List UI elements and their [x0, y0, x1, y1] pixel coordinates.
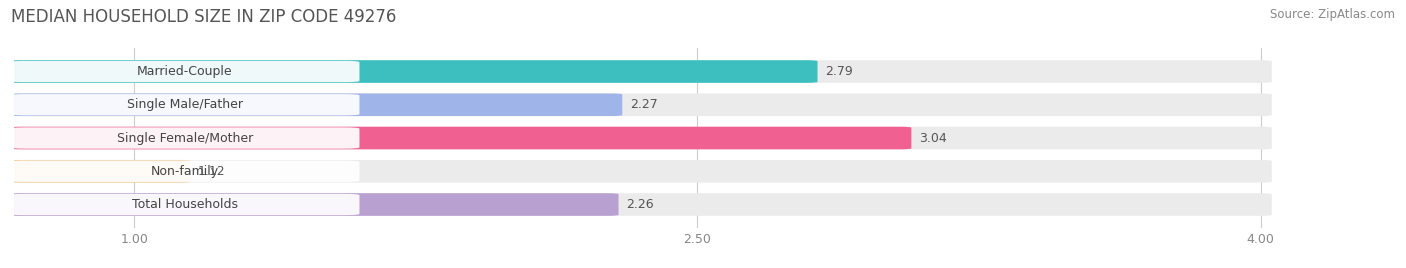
FancyBboxPatch shape: [10, 60, 817, 83]
FancyBboxPatch shape: [10, 160, 191, 183]
Text: Non-family: Non-family: [150, 165, 219, 178]
FancyBboxPatch shape: [10, 94, 623, 116]
FancyBboxPatch shape: [10, 61, 360, 82]
Text: 2.26: 2.26: [626, 198, 654, 211]
FancyBboxPatch shape: [10, 193, 1272, 216]
Text: Single Male/Father: Single Male/Father: [127, 98, 243, 111]
FancyBboxPatch shape: [10, 194, 360, 215]
Text: 3.04: 3.04: [920, 132, 946, 144]
Text: MEDIAN HOUSEHOLD SIZE IN ZIP CODE 49276: MEDIAN HOUSEHOLD SIZE IN ZIP CODE 49276: [11, 8, 396, 26]
FancyBboxPatch shape: [10, 127, 1272, 149]
Text: Source: ZipAtlas.com: Source: ZipAtlas.com: [1270, 8, 1395, 21]
FancyBboxPatch shape: [10, 193, 619, 216]
Text: Married-Couple: Married-Couple: [136, 65, 233, 78]
FancyBboxPatch shape: [10, 94, 1272, 116]
Text: 1.12: 1.12: [198, 165, 225, 178]
Text: Total Households: Total Households: [132, 198, 238, 211]
FancyBboxPatch shape: [10, 161, 360, 182]
FancyBboxPatch shape: [10, 60, 1272, 83]
Text: 2.27: 2.27: [630, 98, 658, 111]
FancyBboxPatch shape: [10, 127, 911, 149]
Text: Single Female/Mother: Single Female/Mother: [117, 132, 253, 144]
FancyBboxPatch shape: [10, 94, 360, 116]
Text: 2.79: 2.79: [825, 65, 853, 78]
FancyBboxPatch shape: [10, 127, 360, 149]
FancyBboxPatch shape: [10, 160, 1272, 183]
